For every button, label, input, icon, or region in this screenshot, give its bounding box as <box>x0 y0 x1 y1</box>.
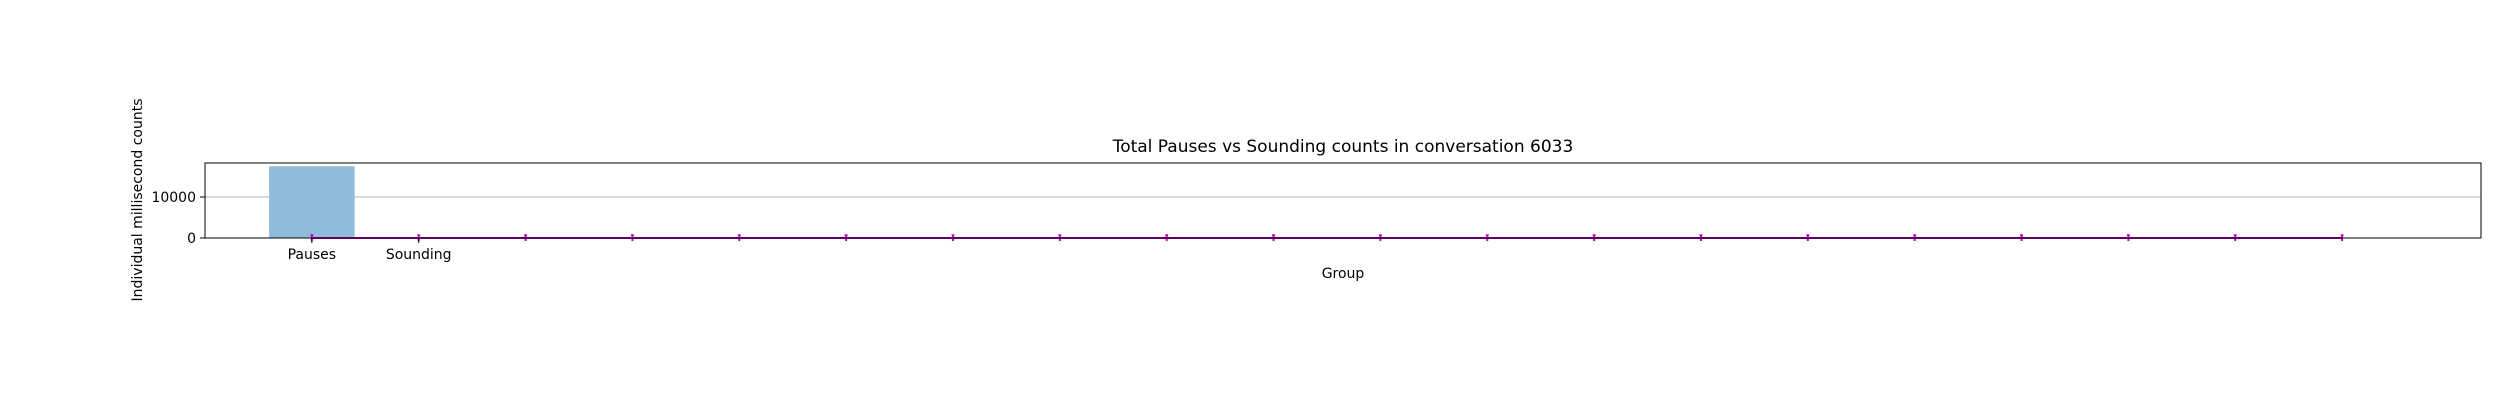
x-tick-label: Pauses <box>288 247 336 263</box>
plot-area-frame <box>204 162 2482 239</box>
y-tick-label: 0 <box>187 231 196 247</box>
chart-title: Total Pauses vs Sounding counts in conve… <box>1112 137 1574 157</box>
x-tick-label: Sounding <box>386 247 452 263</box>
y-axis-label: Individual millisecond counts <box>130 99 146 302</box>
y-tick-label: 10000 <box>151 190 196 206</box>
axis-ticks: 0 10000 Pauses Sounding <box>151 190 451 263</box>
x-axis-label: Group <box>1322 266 1365 282</box>
bar-pauses <box>269 166 355 238</box>
